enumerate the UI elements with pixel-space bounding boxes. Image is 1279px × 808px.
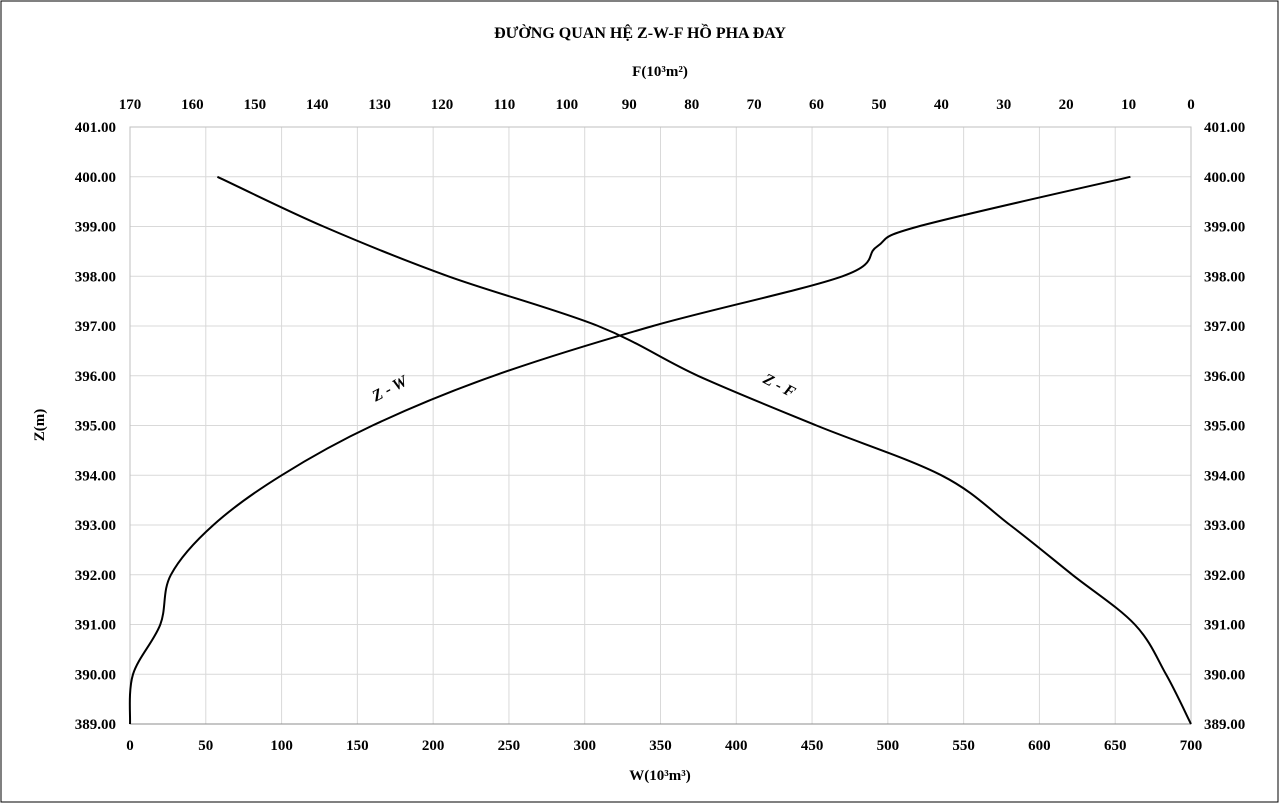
y-tick-label-right: 390.00 [1204, 667, 1245, 683]
x-bottom-tick-label: 300 [573, 738, 596, 754]
y-tick-label-right: 397.00 [1204, 319, 1245, 335]
x-bottom-tick-label: 200 [422, 738, 445, 754]
series-layer [128, 175, 1192, 725]
x-top-tick-label: 130 [368, 97, 391, 113]
y-tick-label-left: 393.00 [75, 518, 116, 534]
top-axis-title: F(10³m²) [632, 64, 688, 80]
x-bottom-tick-label: 400 [725, 738, 748, 754]
bottom-axis-title: W(10³m³) [629, 768, 690, 784]
x-top-tick-label: 140 [306, 97, 329, 113]
x-top-tick-label: 20 [1059, 97, 1074, 113]
y-tick-label-left: 397.00 [75, 319, 116, 335]
y-tick-label-left: 389.00 [75, 717, 116, 733]
x-top-tick-label: 30 [996, 97, 1011, 113]
x-bottom-tick-label: 500 [877, 738, 900, 754]
y-tick-label-right: 392.00 [1204, 568, 1245, 584]
y-axis-title: Z(m) [32, 409, 48, 442]
x-top-tick-label: 70 [747, 97, 762, 113]
x-bottom-tick-label: 350 [649, 738, 672, 754]
axis-layer: 389.00 389.00 390.00 390.00 391.00 391.00 392.… [75, 97, 1246, 754]
x-bottom-tick-label: 550 [952, 738, 975, 754]
x-bottom-tick-label: 650 [1104, 738, 1127, 754]
y-tick-label-right: 391.00 [1204, 618, 1245, 634]
x-top-tick-label: 160 [181, 97, 204, 113]
y-tick-label-left: 401.00 [75, 120, 116, 136]
x-top-tick-label: 50 [871, 97, 886, 113]
series-line-z-w [128, 175, 1131, 725]
y-tick-label-left: 391.00 [75, 618, 116, 634]
grid-layer [129, 126, 1192, 725]
y-tick-label-left: 390.00 [75, 667, 116, 683]
y-tick-label-right: 400.00 [1204, 170, 1245, 186]
y-tick-label-left: 392.00 [75, 568, 116, 584]
y-tick-label-left: 396.00 [75, 369, 116, 385]
x-top-tick-label: 120 [431, 97, 454, 113]
x-bottom-tick-label: 0 [126, 738, 134, 754]
x-bottom-tick-label: 250 [498, 738, 521, 754]
x-top-tick-label: 0 [1187, 97, 1195, 113]
y-tick-label-right: 399.00 [1204, 220, 1245, 236]
x-top-tick-label: 80 [684, 97, 699, 113]
y-tick-label-right: 398.00 [1204, 269, 1245, 285]
y-tick-label-left: 394.00 [75, 468, 116, 484]
y-tick-label-right: 393.00 [1204, 518, 1245, 534]
y-tick-label-right: 389.00 [1204, 717, 1245, 733]
x-top-tick-label: 40 [934, 97, 949, 113]
y-tick-label-left: 395.00 [75, 419, 116, 435]
x-bottom-tick-label: 100 [270, 738, 293, 754]
y-tick-label-left: 400.00 [75, 170, 116, 186]
x-top-tick-label: 10 [1121, 97, 1136, 113]
x-bottom-tick-label: 450 [801, 738, 824, 754]
x-top-tick-label: 100 [556, 97, 579, 113]
x-top-tick-label: 170 [119, 97, 142, 113]
y-tick-label-left: 398.00 [75, 269, 116, 285]
x-bottom-tick-label: 700 [1180, 738, 1203, 754]
series-line-z-f [216, 175, 1192, 725]
y-tick-label-left: 399.00 [75, 220, 116, 236]
y-tick-label-right: 396.00 [1204, 369, 1245, 385]
x-top-tick-label: 90 [622, 97, 637, 113]
y-tick-label-right: 395.00 [1204, 419, 1245, 435]
x-bottom-tick-label: 150 [346, 738, 369, 754]
x-top-tick-label: 110 [494, 97, 516, 113]
x-top-tick-label: 150 [244, 97, 267, 113]
x-top-tick-label: 60 [809, 97, 824, 113]
y-tick-label-right: 394.00 [1204, 468, 1245, 484]
x-bottom-tick-label: 50 [198, 738, 213, 754]
chart-title: ĐƯỜNG QUAN HỆ Z-W-F HỒ PHA ĐAY [494, 22, 786, 42]
x-bottom-tick-label: 600 [1028, 738, 1051, 754]
y-tick-label-right: 401.00 [1204, 120, 1245, 136]
